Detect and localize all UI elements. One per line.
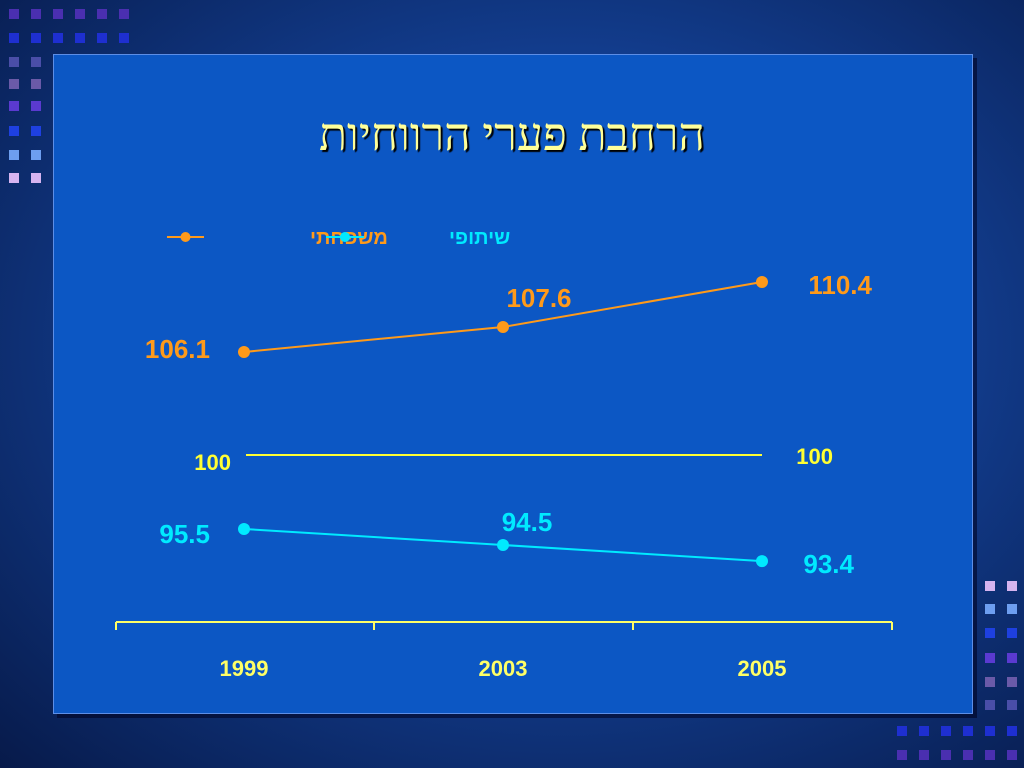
decorative-square [119, 9, 129, 19]
decorative-square [53, 9, 63, 19]
reference-label-right: 100 [796, 444, 833, 469]
decorative-square [897, 750, 907, 760]
decorative-square [985, 653, 995, 663]
data-point [238, 346, 250, 358]
slide-title: הרחבת פערי הרווחיות [319, 109, 705, 160]
decorative-square [31, 79, 41, 89]
decorative-square [919, 726, 929, 736]
decorative-square [985, 726, 995, 736]
decorative-square [9, 79, 19, 89]
decorative-square [919, 750, 929, 760]
decorative-square [941, 750, 951, 760]
decorative-square [1007, 677, 1017, 687]
decorative-square [9, 150, 19, 160]
data-label: 110.4 [808, 270, 872, 300]
decorative-square [75, 33, 85, 43]
decorative-square [9, 126, 19, 136]
decorative-square [53, 33, 63, 43]
decorative-square [1007, 628, 1017, 638]
decorative-square [985, 750, 995, 760]
decorative-square [9, 9, 19, 19]
decorative-square [75, 9, 85, 19]
decorative-square [9, 173, 19, 183]
data-point [756, 276, 768, 288]
decorative-square [31, 150, 41, 160]
x-tick-label: 2003 [479, 656, 528, 681]
decorative-square [1007, 726, 1017, 736]
decorative-square [1007, 604, 1017, 614]
decorative-square [941, 726, 951, 736]
decorative-square [1007, 653, 1017, 663]
decorative-square [31, 126, 41, 136]
decorative-square [985, 604, 995, 614]
decorative-square [31, 57, 41, 67]
decorative-square [31, 9, 41, 19]
decorative-square [985, 700, 995, 710]
data-point [238, 523, 250, 535]
x-tick-label: 1999 [220, 656, 269, 681]
decorative-square [1007, 581, 1017, 591]
data-point [497, 539, 509, 551]
decorative-square [985, 628, 995, 638]
decorative-square [9, 33, 19, 43]
data-label: 106.1 [145, 334, 210, 364]
decorative-square [97, 33, 107, 43]
data-label: 107.6 [506, 283, 571, 313]
decorative-square [119, 33, 129, 43]
decorative-square [897, 726, 907, 736]
legend-marker-2 [340, 232, 350, 242]
decorative-square [1007, 700, 1017, 710]
decorative-square [9, 57, 19, 67]
data-label: 94.5 [502, 507, 553, 537]
decorative-square [31, 173, 41, 183]
legend-label-2: שיתופי [449, 227, 510, 249]
data-label: 93.4 [803, 549, 854, 579]
decorative-square [963, 726, 973, 736]
decorative-square [1007, 750, 1017, 760]
decorative-square [9, 101, 19, 111]
decorative-square [97, 9, 107, 19]
legend-marker-1 [180, 232, 191, 242]
x-tick-label: 2005 [738, 656, 787, 681]
data-point [497, 321, 509, 333]
data-point [756, 555, 768, 568]
decorative-square [963, 750, 973, 760]
reference-label-left: 100 [194, 450, 231, 475]
series-line-1 [243, 281, 763, 353]
decorative-square [31, 33, 41, 43]
data-label: 95.5 [159, 519, 210, 549]
decorative-square [985, 581, 995, 591]
decorative-square [31, 101, 41, 111]
decorative-square [985, 677, 995, 687]
slide-panel [53, 54, 973, 714]
